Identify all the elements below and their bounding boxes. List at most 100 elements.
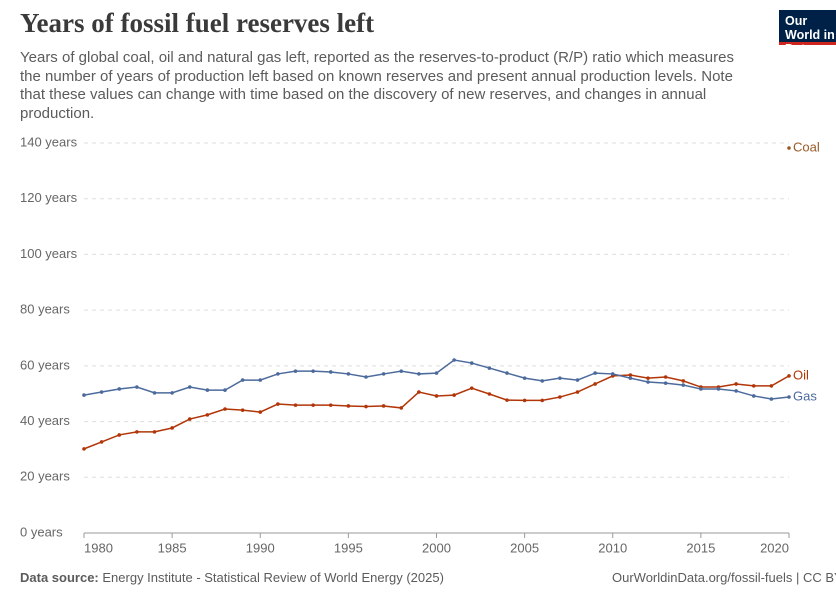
point xyxy=(240,408,245,412)
point xyxy=(487,392,492,396)
point xyxy=(82,393,86,397)
point xyxy=(628,373,633,377)
point xyxy=(575,378,580,382)
point xyxy=(399,406,404,410)
point xyxy=(99,390,104,394)
point xyxy=(417,372,421,376)
point xyxy=(381,404,386,408)
point xyxy=(205,413,210,417)
point xyxy=(276,402,280,406)
point xyxy=(205,388,210,392)
point xyxy=(434,394,439,398)
point xyxy=(328,403,333,407)
point xyxy=(769,397,774,401)
point xyxy=(187,417,192,421)
y-tick-label: 40 years xyxy=(20,413,70,428)
y-tick-label: 100 years xyxy=(20,246,78,261)
point xyxy=(646,376,650,380)
point xyxy=(452,393,456,397)
point xyxy=(276,372,280,376)
y-tick-label: 80 years xyxy=(20,302,70,317)
point xyxy=(751,394,756,398)
point xyxy=(311,403,315,407)
x-tick-label: 1990 xyxy=(246,540,275,555)
point xyxy=(469,361,474,365)
point xyxy=(681,383,686,387)
source-label: Data source: xyxy=(20,570,99,585)
point xyxy=(663,375,668,379)
point xyxy=(152,391,157,395)
point xyxy=(575,390,580,394)
point xyxy=(787,146,791,150)
point xyxy=(240,378,245,382)
point xyxy=(82,447,86,451)
source: Energy Institute - Statistical Review of… xyxy=(102,570,444,585)
point xyxy=(610,372,615,376)
x-tick-label: 1995 xyxy=(334,540,363,555)
y-tick-label: 140 years xyxy=(20,134,78,149)
point xyxy=(434,371,439,375)
point xyxy=(734,389,738,393)
point xyxy=(223,388,227,392)
x-tick-label: 2010 xyxy=(598,540,627,555)
point xyxy=(522,376,527,380)
chart-subtitle: Years of global coal, oil and natural ga… xyxy=(20,49,734,122)
point xyxy=(769,384,774,388)
point xyxy=(258,378,263,382)
point xyxy=(170,426,174,430)
point xyxy=(364,404,368,409)
point xyxy=(293,403,298,407)
point xyxy=(364,375,368,379)
point xyxy=(99,440,104,444)
point xyxy=(751,384,756,388)
x-tick-label: 1980 xyxy=(84,540,113,555)
logo[interactable]: Our World in Data xyxy=(779,10,836,56)
point xyxy=(135,430,139,434)
point xyxy=(558,376,562,380)
point xyxy=(417,390,421,394)
x-tick-label: 2015 xyxy=(686,540,715,555)
point xyxy=(399,369,404,373)
point xyxy=(681,379,686,383)
series-label: Oil xyxy=(793,367,809,382)
point xyxy=(663,381,668,385)
point xyxy=(646,380,650,384)
x-tick-label: 2000 xyxy=(422,540,451,555)
point xyxy=(734,382,738,386)
url[interactable]: OurWorldinData.org/fossil-fuels | CC BY xyxy=(612,570,836,585)
point xyxy=(223,407,227,411)
series-label: Coal xyxy=(793,139,820,154)
x-tick-label: 2020 xyxy=(760,540,789,555)
point xyxy=(505,398,509,402)
series-label: Gas xyxy=(793,388,817,403)
point xyxy=(787,374,791,378)
point xyxy=(346,372,351,376)
point xyxy=(117,433,122,437)
point xyxy=(487,366,492,370)
point xyxy=(117,387,122,391)
y-tick-label: 120 years xyxy=(20,190,78,205)
point xyxy=(558,395,562,399)
point xyxy=(787,395,791,399)
footer: Data source: Energy Institute - Statisti… xyxy=(20,570,444,585)
point xyxy=(187,385,192,389)
x-tick-label: 1985 xyxy=(158,540,187,555)
point xyxy=(170,391,174,395)
y-tick-label: 0 years xyxy=(20,524,63,539)
point xyxy=(593,382,597,386)
point xyxy=(628,376,633,380)
y-tick-label: 60 years xyxy=(20,357,70,372)
point xyxy=(293,369,298,373)
y-tick-label: 20 years xyxy=(20,469,70,484)
point xyxy=(540,398,545,403)
point xyxy=(328,370,333,374)
point xyxy=(346,404,351,408)
point xyxy=(699,387,703,391)
point xyxy=(258,410,263,414)
chart-title: Years of fossil fuel reserves left xyxy=(20,8,375,38)
point xyxy=(135,385,139,389)
x-tick-label: 2005 xyxy=(510,540,539,555)
point xyxy=(522,398,527,403)
